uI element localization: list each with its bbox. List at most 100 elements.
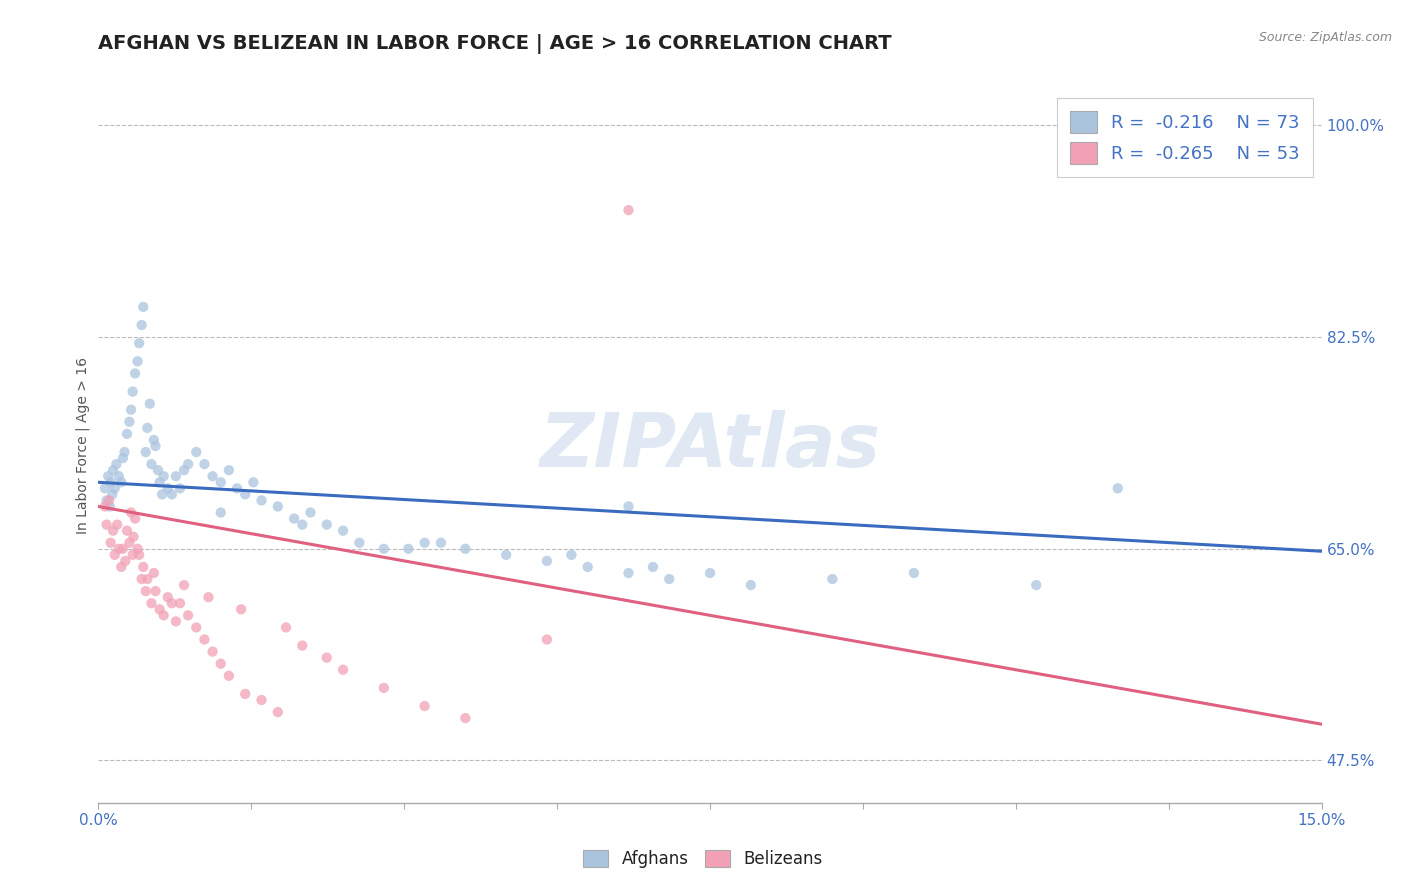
Point — [128, 336, 150, 351]
Point — [413, 699, 436, 714]
Point — [142, 433, 165, 447]
Point — [173, 463, 195, 477]
Point — [177, 608, 200, 623]
Point — [115, 524, 138, 538]
Point — [121, 548, 143, 562]
Point — [100, 475, 122, 490]
Point — [97, 469, 120, 483]
Point — [1107, 481, 1129, 495]
Point — [94, 481, 117, 495]
Point — [149, 602, 172, 616]
Point — [186, 445, 208, 459]
Point — [118, 535, 141, 549]
Point — [98, 500, 121, 514]
Point — [96, 517, 118, 532]
Point — [291, 639, 314, 653]
Point — [373, 681, 395, 695]
Point — [124, 367, 146, 381]
Point — [233, 687, 256, 701]
Point — [641, 560, 664, 574]
Point — [943, 874, 966, 888]
Point — [274, 620, 297, 634]
Point — [142, 566, 165, 580]
Y-axis label: In Labor Force | Age > 16: In Labor Force | Age > 16 — [76, 358, 90, 534]
Point — [201, 645, 224, 659]
Point — [104, 548, 127, 562]
Point — [218, 463, 240, 477]
Point — [193, 457, 215, 471]
Point — [165, 615, 187, 629]
Point — [114, 445, 136, 459]
Point — [373, 541, 395, 556]
Point — [576, 560, 599, 574]
Point — [108, 469, 131, 483]
Point — [160, 487, 183, 501]
Point — [617, 203, 640, 218]
Point — [131, 318, 153, 332]
Point — [250, 493, 273, 508]
Point — [413, 535, 436, 549]
Point — [193, 632, 215, 647]
Point — [111, 451, 134, 466]
Point — [617, 500, 640, 514]
Point — [1025, 578, 1047, 592]
Point — [430, 535, 453, 549]
Point — [100, 535, 122, 549]
Point — [740, 578, 762, 592]
Point — [332, 524, 354, 538]
Text: Source: ZipAtlas.com: Source: ZipAtlas.com — [1258, 31, 1392, 45]
Point — [177, 457, 200, 471]
Point — [132, 300, 155, 314]
Point — [267, 500, 290, 514]
Point — [105, 517, 128, 532]
Point — [332, 663, 354, 677]
Point — [110, 475, 132, 490]
Point — [209, 657, 232, 671]
Point — [150, 487, 173, 501]
Point — [122, 530, 145, 544]
Point — [231, 602, 253, 616]
Point — [699, 566, 721, 580]
Point — [283, 511, 305, 525]
Point — [218, 669, 240, 683]
Point — [169, 596, 191, 610]
Point — [105, 457, 128, 471]
Point — [141, 457, 163, 471]
Point — [132, 560, 155, 574]
Point — [120, 402, 142, 417]
Point — [209, 506, 232, 520]
Point — [139, 397, 162, 411]
Point — [560, 548, 582, 562]
Point — [291, 517, 314, 532]
Point — [101, 463, 124, 477]
Point — [299, 506, 322, 520]
Point — [121, 384, 143, 399]
Point — [197, 590, 219, 604]
Point — [101, 524, 124, 538]
Point — [201, 469, 224, 483]
Point — [165, 469, 187, 483]
Point — [145, 584, 167, 599]
Legend: Afghans, Belizeans: Afghans, Belizeans — [576, 843, 830, 875]
Point — [349, 535, 371, 549]
Point — [617, 566, 640, 580]
Point — [169, 481, 191, 495]
Point — [156, 481, 179, 495]
Point — [209, 475, 232, 490]
Point — [267, 705, 290, 719]
Point — [101, 487, 124, 501]
Point — [94, 500, 117, 514]
Point — [114, 554, 136, 568]
Point — [149, 475, 172, 490]
Point — [152, 608, 174, 623]
Point — [160, 596, 183, 610]
Point — [120, 506, 142, 520]
Point — [536, 554, 558, 568]
Point — [156, 590, 179, 604]
Point — [135, 584, 157, 599]
Point — [96, 493, 118, 508]
Point — [152, 469, 174, 483]
Point — [115, 426, 138, 441]
Point — [128, 548, 150, 562]
Point — [124, 511, 146, 525]
